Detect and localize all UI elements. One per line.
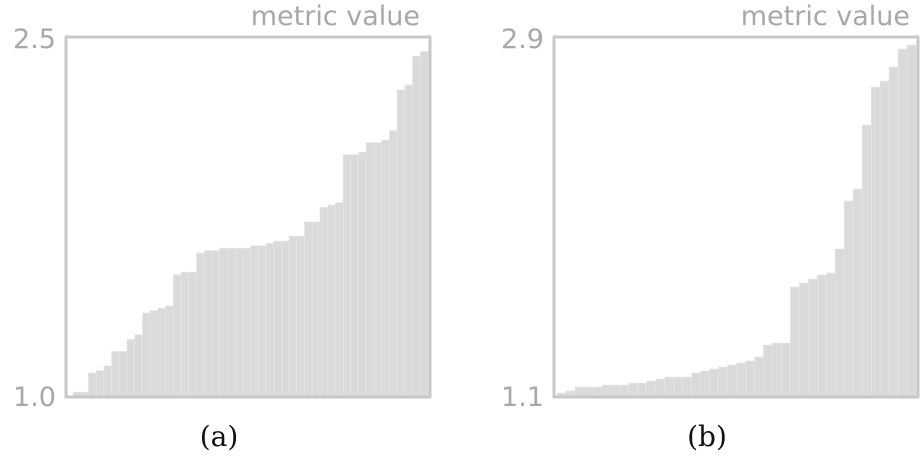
bar-a-39 xyxy=(365,142,375,398)
bar-b-35 xyxy=(861,124,872,398)
bar-b-8 xyxy=(619,384,630,398)
bar-a-26 xyxy=(265,243,275,398)
bar-b-21 xyxy=(736,362,747,398)
bar-a-36 xyxy=(342,154,352,398)
bar-a-9 xyxy=(134,334,144,398)
bar-b-25 xyxy=(772,342,782,398)
bar-b-14 xyxy=(673,376,684,398)
bar-b-34 xyxy=(852,188,863,398)
y-axis-label-a: metric value xyxy=(251,1,420,32)
bar-a-17 xyxy=(196,252,205,398)
bar-a-27 xyxy=(273,240,282,398)
bar-b-16 xyxy=(691,372,702,398)
bar-b-28 xyxy=(799,282,809,398)
bar-b-24 xyxy=(763,344,773,398)
bar-a-30 xyxy=(296,235,306,398)
bar-a-45 xyxy=(412,55,421,398)
bar-b-11 xyxy=(646,380,657,398)
bar-a-37 xyxy=(350,154,360,398)
bar-a-42 xyxy=(389,130,398,398)
bar-a-40 xyxy=(373,142,383,398)
plot-frame-a xyxy=(64,35,432,399)
bar-b-31 xyxy=(825,272,836,398)
bar-a-5 xyxy=(103,365,113,398)
bar-b-40 xyxy=(906,44,917,398)
bar-a-34 xyxy=(327,204,336,398)
bar-b-7 xyxy=(610,384,621,398)
bar-a-25 xyxy=(257,245,267,398)
bar-b-33 xyxy=(843,200,854,398)
bar-a-46 xyxy=(419,51,429,398)
bar-a-22 xyxy=(234,247,244,398)
bar-b-26 xyxy=(781,342,791,398)
bar-a-10 xyxy=(142,312,151,398)
bar-b-12 xyxy=(655,378,666,398)
bar-b-27 xyxy=(790,286,800,398)
bar-a-4 xyxy=(95,370,105,398)
bar-a-3 xyxy=(88,372,97,398)
bar-a-38 xyxy=(358,151,367,398)
bar-a-33 xyxy=(319,207,329,398)
bar-b-23 xyxy=(754,356,765,398)
bar-b-18 xyxy=(709,368,720,398)
panel-a-caption: (a) xyxy=(199,420,239,453)
bar-a-35 xyxy=(335,202,344,398)
bar-a-23 xyxy=(242,247,252,398)
plot-frame-b xyxy=(552,35,920,399)
bar-a-7 xyxy=(119,351,128,398)
bar-b-30 xyxy=(816,274,827,398)
bar-a-8 xyxy=(126,339,136,398)
bar-b-19 xyxy=(718,366,729,398)
bar-a-12 xyxy=(157,307,167,398)
bar-b-36 xyxy=(870,86,881,398)
bar-b-9 xyxy=(628,382,639,398)
bar-a-16 xyxy=(188,271,198,398)
y-axis-label-b: metric value xyxy=(741,1,910,32)
bar-b-38 xyxy=(888,66,899,398)
bar-a-15 xyxy=(180,271,190,398)
y-tick-top-b: 2.9 xyxy=(501,24,544,55)
bar-a-29 xyxy=(288,235,298,398)
bar-b-32 xyxy=(834,248,845,398)
panel-b: 2.9 1.1 metric value xyxy=(501,1,920,413)
bar-b-20 xyxy=(727,364,738,398)
bar-a-28 xyxy=(281,240,290,398)
bar-a-19 xyxy=(211,250,221,398)
panel-a: 2.5 1.0 metric value xyxy=(13,1,432,413)
bar-b-10 xyxy=(637,382,648,398)
panel-b-caption: (b) xyxy=(687,420,727,453)
bar-b-15 xyxy=(682,376,693,398)
bar-b-13 xyxy=(664,376,675,398)
bar-b-6 xyxy=(601,384,612,398)
bar-a-6 xyxy=(111,351,120,398)
bar-a-14 xyxy=(173,274,182,398)
bar-a-21 xyxy=(227,247,236,398)
bar-b-17 xyxy=(700,370,711,398)
y-tick-top-a: 2.5 xyxy=(13,24,56,55)
y-tick-bottom-b: 1.1 xyxy=(501,382,544,413)
bar-a-31 xyxy=(304,221,313,398)
bar-a-43 xyxy=(396,89,406,398)
bar-b-29 xyxy=(807,278,818,398)
bar-b-39 xyxy=(897,48,908,398)
bar-a-44 xyxy=(404,84,414,398)
bar-a-41 xyxy=(381,139,391,398)
bar-a-13 xyxy=(165,305,174,398)
bar-b-37 xyxy=(879,80,890,398)
bar-b-22 xyxy=(745,360,756,398)
bar-a-20 xyxy=(219,247,228,398)
bar-a-11 xyxy=(149,310,159,398)
bar-a-32 xyxy=(311,221,321,398)
bar-a-24 xyxy=(250,245,259,398)
bar-a-18 xyxy=(203,250,213,398)
y-tick-bottom-a: 1.0 xyxy=(13,382,56,413)
